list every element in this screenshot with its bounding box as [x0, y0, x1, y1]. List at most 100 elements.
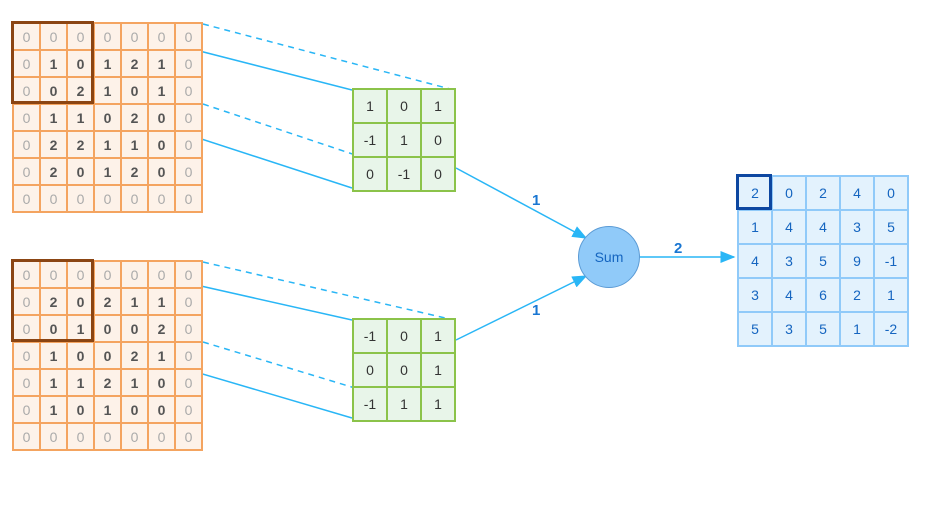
input-grid-1-cell: 2: [121, 50, 148, 77]
input-grid-1-cell: 0: [148, 131, 175, 158]
input-grid-1-cell: 0: [67, 158, 94, 185]
output-grid-cell: 5: [874, 210, 908, 244]
input-grid-1: 0000000010121000210100110200022110002012…: [12, 22, 203, 213]
input-grid-1-cell: 0: [175, 23, 202, 50]
output-grid-cell: 5: [806, 244, 840, 278]
input-grid-1-cell: 0: [175, 158, 202, 185]
output-grid-cell: 3: [772, 244, 806, 278]
input-grid-2-cell: 2: [121, 342, 148, 369]
kernel-grid-2-cell: -1: [353, 319, 387, 353]
input-grid-2-cell: 0: [121, 261, 148, 288]
input-grid-1-cell: 0: [67, 185, 94, 212]
input-grid-2-cell: 0: [121, 423, 148, 450]
input-grid-2-cell: 0: [40, 315, 67, 342]
input-grid-1-cell: 0: [148, 104, 175, 131]
input-grid-2-cell: 0: [67, 423, 94, 450]
output-grid: 20240144354359-1346215351-2: [737, 175, 909, 347]
output-grid-cell: -2: [874, 312, 908, 346]
input-grid-2-cell: 0: [13, 369, 40, 396]
input-grid-2-cell: 0: [148, 261, 175, 288]
input-grid-1-cell: 1: [40, 104, 67, 131]
input-grid-2-cell: 2: [94, 369, 121, 396]
input-grid-2-cell: 1: [121, 288, 148, 315]
input-grid-1-cell: 0: [13, 131, 40, 158]
edge-label-1: 1: [532, 302, 540, 319]
input-grid-1-cell: 0: [148, 158, 175, 185]
output-grid-cell: 2: [806, 176, 840, 210]
input-grid-1-cell: 0: [175, 185, 202, 212]
input-grid-1-cell: 2: [121, 158, 148, 185]
output-grid-cell: 5: [738, 312, 772, 346]
kernel-grid-1-cell: 0: [387, 89, 421, 123]
input-grid-1-cell: 0: [13, 50, 40, 77]
output-grid-cell: 4: [772, 278, 806, 312]
input-grid-1-cell: 0: [148, 23, 175, 50]
kernel-grid-1-cell: 1: [387, 123, 421, 157]
output-grid-cell: 0: [874, 176, 908, 210]
input-grid-1-cell: 0: [121, 23, 148, 50]
input-grid-1-cell: 1: [148, 77, 175, 104]
input-grid-2-cell: 2: [94, 288, 121, 315]
input-grid-2-cell: 0: [67, 261, 94, 288]
input-grid-2-cell: 1: [94, 396, 121, 423]
input-grid-1-cell: 2: [40, 158, 67, 185]
input-grid-2-cell: 0: [175, 423, 202, 450]
input-grid-1-cell: 2: [67, 77, 94, 104]
input-grid-2-cell: 0: [175, 342, 202, 369]
input-grid-1-cell: 0: [40, 185, 67, 212]
input-grid-1-cell: 0: [94, 185, 121, 212]
input-grid-1-cell: 0: [175, 50, 202, 77]
kernel-grid-1-cell: 1: [421, 89, 455, 123]
input-grid-2-cell: 1: [67, 369, 94, 396]
input-grid-2-cell: 0: [13, 261, 40, 288]
input-grid-1-cell: 1: [94, 131, 121, 158]
input-grid-1-cell: 0: [13, 77, 40, 104]
input-grid-1-cell: 0: [175, 104, 202, 131]
input-grid-2-cell: 0: [175, 369, 202, 396]
input-grid-2: 0000000020211000100200100210011210001010…: [12, 260, 203, 451]
input-grid-1-cell: 0: [121, 185, 148, 212]
kernel-grid-2-cell: -1: [353, 387, 387, 421]
kernel-grid-1-cell: -1: [353, 123, 387, 157]
output-grid-cell: 0: [772, 176, 806, 210]
output-grid-cell: 9: [840, 244, 874, 278]
kernel-grid-2-cell: 1: [421, 353, 455, 387]
input-grid-1-cell: 0: [94, 104, 121, 131]
input-grid-2-cell: 1: [148, 342, 175, 369]
input-grid-2-cell: 0: [13, 423, 40, 450]
input-grid-1-cell: 0: [94, 23, 121, 50]
input-grid-2-cell: 0: [67, 342, 94, 369]
kernel-grid-2-cell: 1: [421, 387, 455, 421]
edge-label-0: 1: [532, 192, 540, 209]
input-grid-2-cell: 2: [40, 288, 67, 315]
kernel-grid-2-cell: 0: [353, 353, 387, 387]
output-grid-cell: 6: [806, 278, 840, 312]
input-grid-2-cell: 0: [67, 396, 94, 423]
input-grid-2-cell: 0: [67, 288, 94, 315]
input-grid-2-cell: 2: [148, 315, 175, 342]
input-grid-1-cell: 1: [94, 158, 121, 185]
output-grid-cell: 2: [840, 278, 874, 312]
input-grid-1-cell: 2: [67, 131, 94, 158]
kernel-grid-2-cell: 0: [387, 319, 421, 353]
kernel-grid-1-cell: 0: [353, 157, 387, 191]
output-grid-cell: 3: [772, 312, 806, 346]
input-grid-1-cell: 0: [40, 77, 67, 104]
output-grid-cell: 1: [738, 210, 772, 244]
kernel-grid-1-cell: 0: [421, 157, 455, 191]
input-grid-2-cell: 0: [40, 261, 67, 288]
input-grid-1-cell: 0: [40, 23, 67, 50]
input-grid-2-cell: 0: [148, 369, 175, 396]
input-grid-2-cell: 0: [175, 396, 202, 423]
input-grid-2-cell: 1: [121, 369, 148, 396]
kernel-grid-2-cell: 0: [387, 353, 421, 387]
kernel-grid-1: 101-1100-10: [352, 88, 456, 192]
output-grid-cell: -1: [874, 244, 908, 278]
input-grid-2-cell: 0: [13, 288, 40, 315]
input-grid-1-cell: 2: [121, 104, 148, 131]
input-grid-1-cell: 2: [40, 131, 67, 158]
input-grid-2-cell: 1: [40, 369, 67, 396]
output-grid-cell: 5: [806, 312, 840, 346]
input-grid-1-cell: 0: [13, 23, 40, 50]
input-grid-2-cell: 0: [175, 288, 202, 315]
